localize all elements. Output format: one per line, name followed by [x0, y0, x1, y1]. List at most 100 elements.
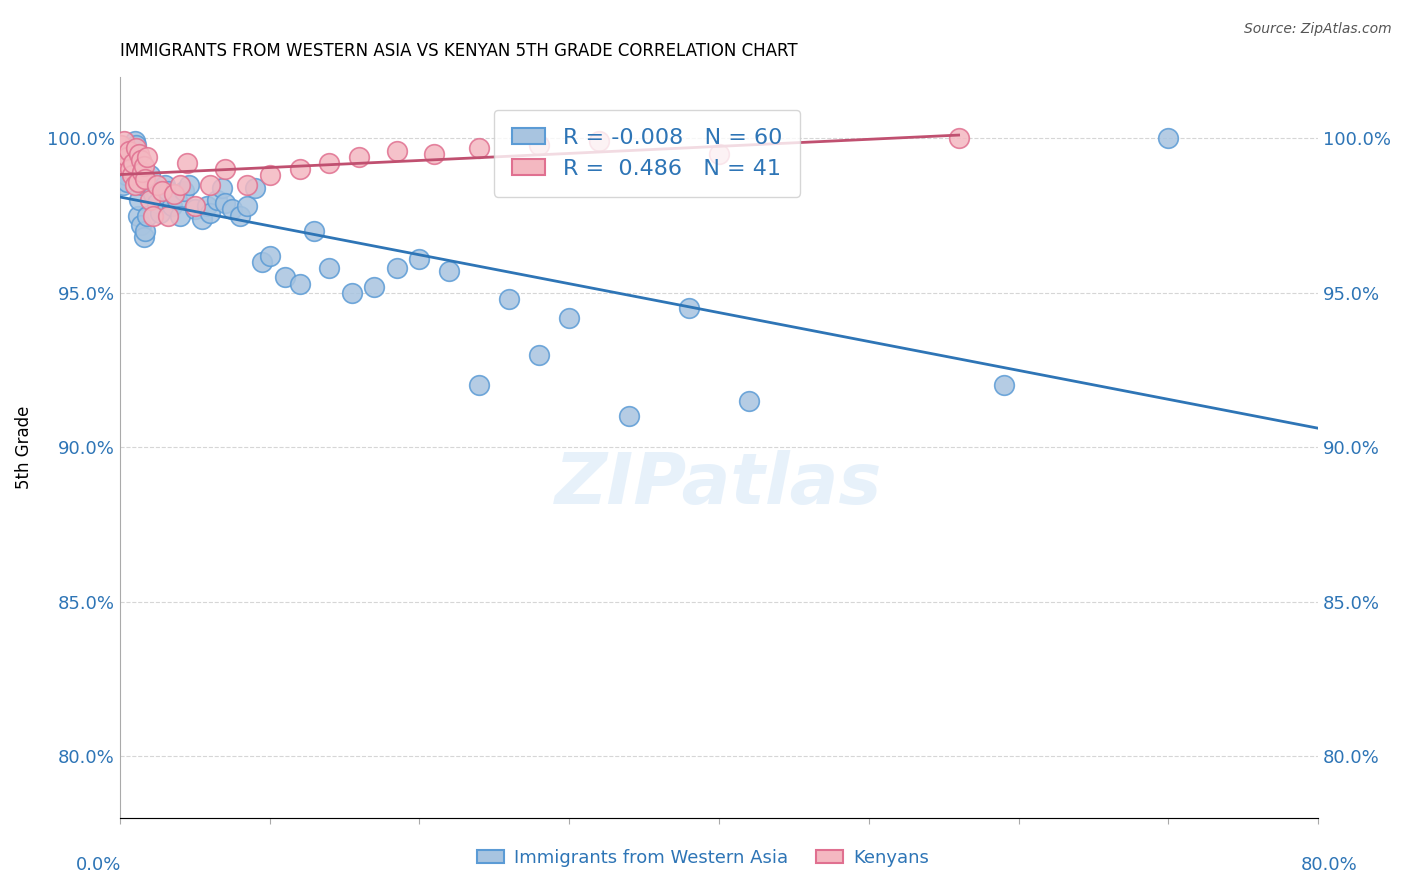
Point [318, 156, 340, 170]
Point [166, 193, 188, 207]
Point [121, 159, 143, 173]
Point [198, 205, 221, 219]
Point [468, 378, 491, 392]
Point [408, 252, 430, 266]
Text: ZIPatlas: ZIPatlas [555, 450, 883, 519]
Point [423, 146, 446, 161]
Point [149, 205, 172, 219]
Point [214, 196, 236, 211]
Point [128, 146, 150, 161]
Point [128, 193, 150, 207]
Point [738, 393, 761, 408]
Point [385, 144, 408, 158]
Point [221, 202, 243, 217]
Point [340, 285, 363, 300]
Point [588, 135, 610, 149]
Point [236, 199, 259, 213]
Point [135, 209, 157, 223]
Point [125, 137, 148, 152]
Point [111, 153, 134, 167]
Point [318, 261, 340, 276]
Point [363, 279, 385, 293]
Point [288, 277, 311, 291]
Point [195, 199, 218, 213]
Point [169, 178, 191, 192]
Point [160, 199, 183, 213]
Point [214, 162, 236, 177]
Point [134, 224, 156, 238]
Point [138, 169, 160, 183]
Point [173, 184, 195, 198]
Point [468, 141, 491, 155]
Point [707, 146, 730, 161]
Point [111, 178, 134, 192]
Point [122, 156, 145, 170]
Y-axis label: 5th Grade: 5th Grade [15, 406, 32, 489]
Point [112, 135, 135, 149]
Point [146, 178, 169, 192]
Point [156, 209, 179, 223]
Point [125, 141, 148, 155]
Point [124, 135, 146, 149]
Point [127, 175, 149, 189]
Point [273, 270, 295, 285]
Point [439, 264, 461, 278]
Text: 0.0%: 0.0% [76, 855, 121, 873]
Point [169, 209, 191, 223]
Point [558, 310, 581, 325]
Point [150, 184, 173, 198]
Point [243, 181, 266, 195]
Point [153, 178, 176, 192]
Point [129, 153, 152, 167]
Point [131, 178, 153, 192]
Point [134, 171, 156, 186]
Point [678, 301, 700, 316]
Text: 80.0%: 80.0% [1301, 855, 1357, 873]
Point [142, 209, 165, 223]
Point [120, 153, 142, 167]
Point [129, 218, 152, 232]
Point [138, 193, 160, 207]
Point [177, 178, 200, 192]
Point [110, 137, 132, 152]
Point [236, 178, 259, 192]
Point [114, 159, 136, 173]
Point [115, 175, 138, 189]
Point [132, 159, 155, 173]
Point [183, 199, 205, 213]
Text: IMMIGRANTS FROM WESTERN ASIA VS KENYAN 5TH GRADE CORRELATION CHART: IMMIGRANTS FROM WESTERN ASIA VS KENYAN 5… [120, 42, 797, 60]
Point [135, 150, 157, 164]
Point [228, 209, 250, 223]
Point [118, 144, 141, 158]
Point [163, 186, 186, 201]
Point [259, 249, 281, 263]
Point [191, 211, 214, 226]
Point [259, 169, 281, 183]
Point [948, 131, 970, 145]
Text: Source: ZipAtlas.com: Source: ZipAtlas.com [1244, 22, 1392, 37]
Point [110, 162, 132, 177]
Point [120, 162, 142, 177]
Point [121, 169, 143, 183]
Point [385, 261, 408, 276]
Point [146, 196, 169, 211]
Point [1157, 131, 1180, 145]
Point [142, 186, 165, 201]
Point [176, 156, 198, 170]
Point [498, 292, 520, 306]
Point [527, 348, 550, 362]
Point [112, 156, 135, 170]
Point [211, 181, 233, 195]
Point [115, 150, 138, 164]
Point [156, 184, 179, 198]
Point [118, 146, 141, 161]
Point [527, 137, 550, 152]
Point [114, 169, 136, 183]
Point [131, 165, 153, 179]
Point [183, 202, 205, 217]
Point [993, 378, 1015, 392]
Point [349, 150, 371, 164]
Point [288, 162, 311, 177]
Point [304, 224, 326, 238]
Point [127, 209, 149, 223]
